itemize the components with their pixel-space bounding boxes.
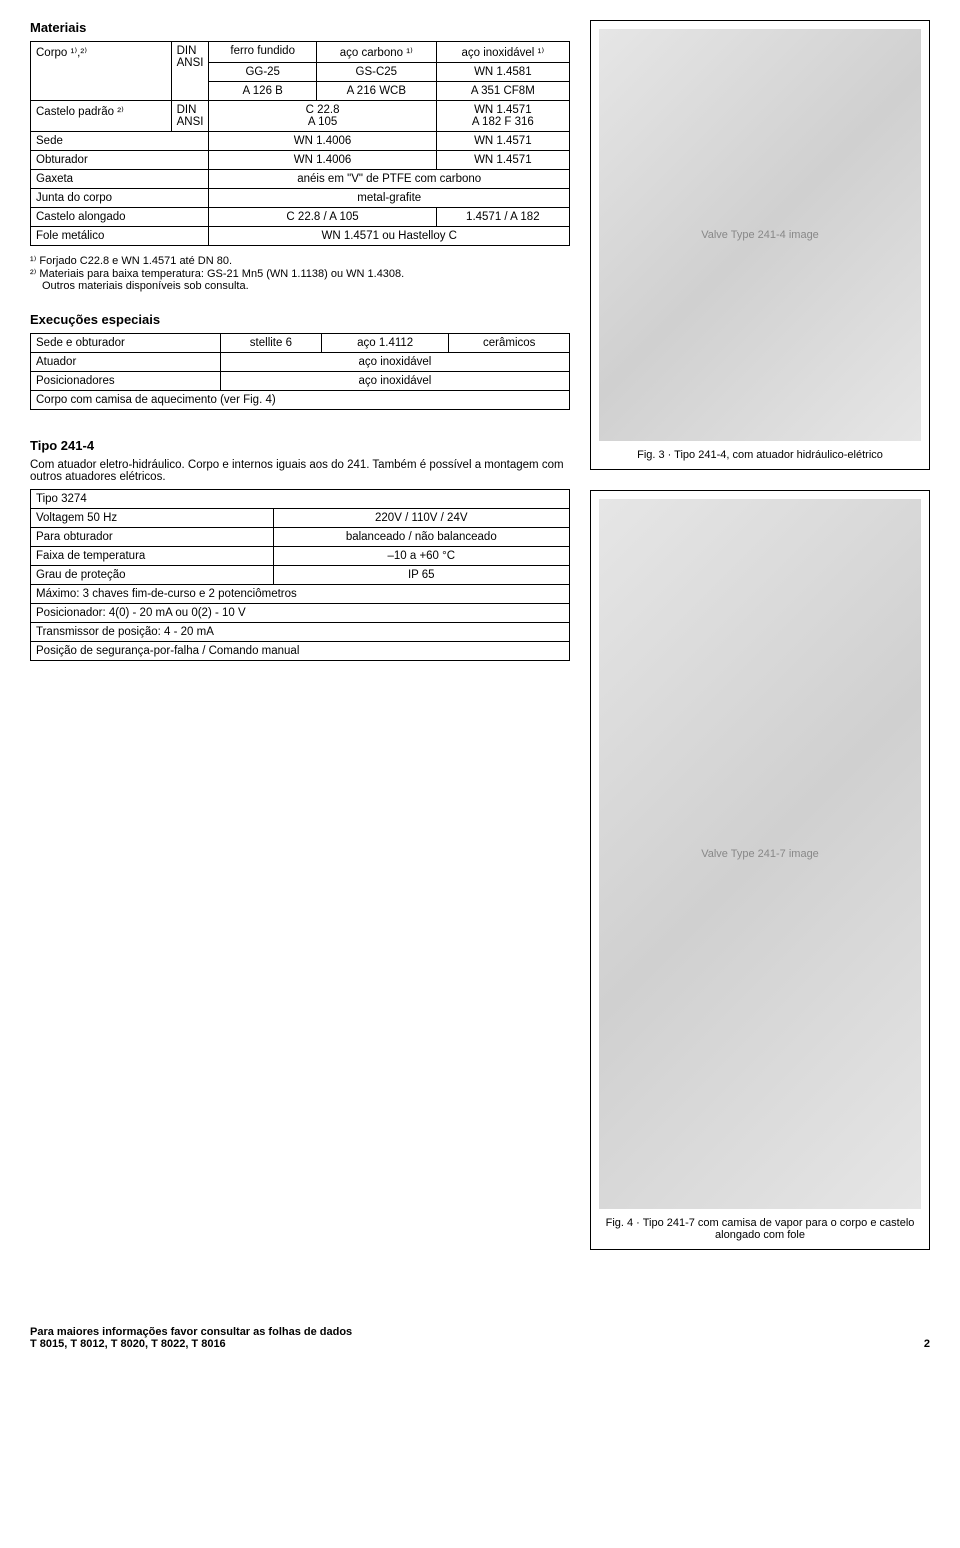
std: DIN [177, 104, 204, 116]
std: ANSI [177, 116, 204, 128]
cell: anéis em "V" de PTFE com carbono [209, 170, 570, 189]
cell: WN 1.4571 [436, 132, 569, 151]
cell: Transmissor de posição: 4 - 20 mA [31, 623, 570, 642]
row-label: Voltagem 50 Hz [31, 509, 274, 528]
cell: aço 1.4112 [321, 334, 448, 353]
cell: A 216 WCB [316, 82, 436, 101]
tipo241-intro: Com atuador eletro-hidráulico. Corpo e i… [30, 459, 570, 483]
col-ferro-title: ferro fundido [209, 42, 317, 63]
cell: GG-25 [209, 63, 317, 82]
row-label: Para obturador [31, 528, 274, 547]
cell: WN 1.4571 ou Hastelloy C [209, 227, 570, 246]
cell: –10 a +60 °C [273, 547, 569, 566]
row-label: Posicionadores [31, 372, 221, 391]
std-din: DIN [177, 45, 204, 57]
row-label: Faixa de temperatura [31, 547, 274, 566]
especiais-table: Sede e obturador stellite 6 aço 1.4112 c… [30, 333, 570, 410]
row-label: Obturador [31, 151, 209, 170]
tipo241-heading: Tipo 241-4 [30, 438, 570, 453]
col-carbono-title: aço carbono ¹⁾ [316, 42, 436, 63]
cell: C 22.8 / A 105 [209, 208, 436, 227]
figure-3-caption: Fig. 3 · Tipo 241-4, com atuador hidrául… [631, 449, 889, 461]
row-label: Sede [31, 132, 209, 151]
cell: WN 1.4581 [436, 63, 569, 82]
materials-table: Corpo ¹⁾,²⁾ DIN ANSI ferro fundido aço c… [30, 41, 570, 246]
cell: A 126 B [209, 82, 317, 101]
cell: GS-C25 [316, 63, 436, 82]
cell: balanceado / não balanceado [273, 528, 569, 547]
cell: A 351 CF8M [436, 82, 569, 101]
std-ansi: ANSI [177, 57, 204, 69]
footnote-2: ²⁾ Materiais para baixa temperatura: GS-… [30, 267, 570, 280]
row-label: Atuador [31, 353, 221, 372]
cell: A 182 F 316 [442, 116, 564, 128]
cell: Máximo: 3 chaves fim-de-curso e 2 potenc… [31, 585, 570, 604]
cell: aço inoxidável [220, 353, 569, 372]
row-label: Sede e obturador [31, 334, 221, 353]
cell: 1.4571 / A 182 [436, 208, 569, 227]
corpo-label: Corpo ¹⁾,²⁾ [31, 42, 172, 101]
figure-3-box: Valve Type 241-4 image Fig. 3 · Tipo 241… [590, 20, 930, 470]
cell: metal-grafite [209, 189, 570, 208]
footer-ref-line2: T 8015, T 8012, T 8020, T 8022, T 8016 [30, 1338, 352, 1350]
footer-ref-line1: Para maiores informações favor consultar… [30, 1326, 352, 1338]
figure-4-image: Valve Type 241-7 image [599, 499, 921, 1209]
cell: WN 1.4571 [436, 151, 569, 170]
cell: aço inoxidável [220, 372, 569, 391]
figure-4-caption: Fig. 4 · Tipo 241-7 com camisa de vapor … [599, 1217, 921, 1241]
materials-footnotes: ¹⁾ Forjado C22.8 e WN 1.4571 até DN 80. … [30, 254, 570, 292]
especiais-heading: Execuções especiais [30, 312, 570, 327]
cell: IP 65 [273, 566, 569, 585]
cell: A 105 [214, 116, 430, 128]
cell: WN 1.4006 [209, 132, 436, 151]
figure-3-image: Valve Type 241-4 image [599, 29, 921, 441]
cell: Posição de segurança-por-falha / Comando… [31, 642, 570, 661]
row-label: Corpo com camisa de aquecimento (ver Fig… [31, 391, 570, 410]
page-number: 2 [924, 1338, 930, 1350]
footnote-1: ¹⁾ Forjado C22.8 e WN 1.4571 até DN 80. [30, 254, 570, 267]
cell: stellite 6 [220, 334, 321, 353]
row-label: Junta do corpo [31, 189, 209, 208]
page-footer: Para maiores informações favor consultar… [30, 1326, 930, 1350]
materials-heading: Materiais [30, 20, 570, 35]
row-label: Fole metálico [31, 227, 209, 246]
cell: 220V / 110V / 24V [273, 509, 569, 528]
cell: WN 1.4006 [209, 151, 436, 170]
cell: WN 1.4571 [442, 104, 564, 116]
cell: Tipo 3274 [31, 490, 570, 509]
tipo241-table: Tipo 3274 Voltagem 50 Hz 220V / 110V / 2… [30, 489, 570, 661]
cell: cerâmicos [449, 334, 570, 353]
cell: C 22.8 [214, 104, 430, 116]
row-label: Castelo padrão ²⁾ [31, 101, 172, 132]
cell: Posicionador: 4(0) - 20 mA ou 0(2) - 10 … [31, 604, 570, 623]
figure-4-box: Valve Type 241-7 image Fig. 4 · Tipo 241… [590, 490, 930, 1250]
row-label: Grau de proteção [31, 566, 274, 585]
col-inox-title: aço inoxidável ¹⁾ [436, 42, 569, 63]
footnote-2b: Outros materiais disponíveis sob consult… [30, 280, 570, 292]
row-label: Castelo alongado [31, 208, 209, 227]
row-label: Gaxeta [31, 170, 209, 189]
